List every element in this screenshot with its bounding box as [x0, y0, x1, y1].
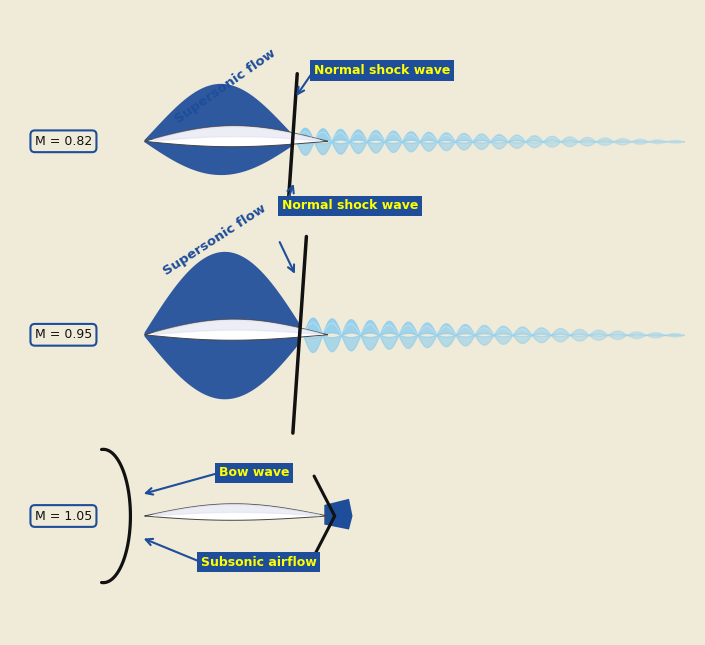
Text: M = 0.95: M = 0.95 — [35, 328, 92, 341]
Text: Normal shock wave: Normal shock wave — [282, 199, 418, 212]
Text: M = 1.05: M = 1.05 — [35, 510, 92, 522]
Polygon shape — [145, 84, 293, 645]
Polygon shape — [145, 319, 328, 340]
Polygon shape — [324, 499, 352, 530]
Text: Subsonic airflow: Subsonic airflow — [201, 555, 317, 569]
Text: M = 0.82: M = 0.82 — [35, 135, 92, 148]
Text: Normal shock wave: Normal shock wave — [314, 64, 450, 77]
Text: Bow wave: Bow wave — [219, 466, 289, 479]
Text: Supersonic flow: Supersonic flow — [173, 46, 278, 126]
Polygon shape — [145, 252, 300, 645]
Text: Supersonic flow: Supersonic flow — [161, 201, 269, 277]
Polygon shape — [145, 504, 328, 521]
Polygon shape — [145, 126, 328, 146]
